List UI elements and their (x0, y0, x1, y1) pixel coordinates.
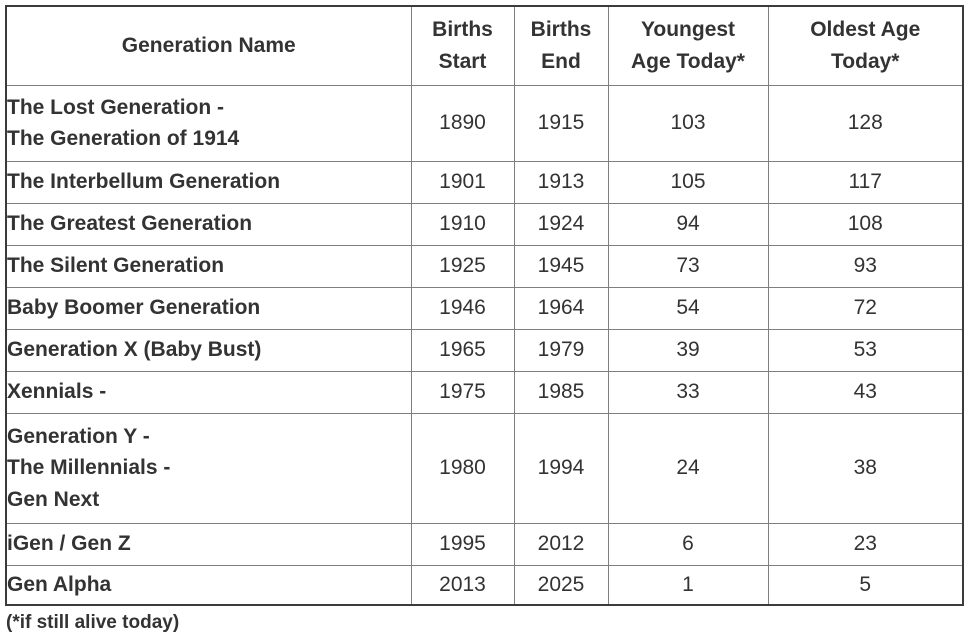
generation-name-cell: Xennials - (5, 370, 412, 414)
oldest-age-cell: 38 (767, 412, 964, 524)
youngest-age-cell: 54 (607, 286, 769, 330)
generation-name-cell: iGen / Gen Z (5, 522, 412, 566)
oldest-age-cell: 93 (767, 244, 964, 288)
births-start-cell: 1910 (410, 202, 515, 246)
births-start-cell: 1890 (410, 84, 515, 162)
col-header-generation-name: Generation Name (5, 5, 412, 86)
table-row: iGen / Gen Z 1995 2012 6 23 (5, 522, 964, 566)
births-start-cell: 1995 (410, 522, 515, 566)
table-row: The Lost Generation - The Generation of … (5, 84, 964, 162)
table-row: The Silent Generation 1925 1945 73 93 (5, 244, 964, 288)
births-end-cell: 1913 (513, 160, 609, 204)
generation-name-cell: Baby Boomer Generation (5, 286, 412, 330)
youngest-age-cell: 39 (607, 328, 769, 372)
youngest-age-cell: 6 (607, 522, 769, 566)
oldest-age-cell: 23 (767, 522, 964, 566)
oldest-age-cell: 108 (767, 202, 964, 246)
table-row: Xennials - 1975 1985 33 43 (5, 370, 964, 414)
oldest-age-cell: 128 (767, 84, 964, 162)
table-row: Generation Y - The Millennials - Gen Nex… (5, 412, 964, 524)
generations-table: Generation Name Births Start Births End … (5, 5, 964, 606)
table-row: The Greatest Generation 1910 1924 94 108 (5, 202, 964, 246)
oldest-age-cell: 53 (767, 328, 964, 372)
col-header-births-end: Births End (513, 5, 609, 86)
oldest-age-cell: 5 (767, 564, 964, 606)
births-end-cell: 1945 (513, 244, 609, 288)
youngest-age-cell: 103 (607, 84, 769, 162)
col-header-youngest-age: Youngest Age Today* (607, 5, 769, 86)
births-end-cell: 2012 (513, 522, 609, 566)
oldest-age-cell: 43 (767, 370, 964, 414)
col-header-births-start: Births Start (410, 5, 515, 86)
births-end-cell: 1994 (513, 412, 609, 524)
youngest-age-cell: 1 (607, 564, 769, 606)
generation-name-cell: Generation X (Baby Bust) (5, 328, 412, 372)
births-start-cell: 1901 (410, 160, 515, 204)
births-start-cell: 1975 (410, 370, 515, 414)
table-row: The Interbellum Generation 1901 1913 105… (5, 160, 964, 204)
generation-name-cell: The Lost Generation - The Generation of … (5, 84, 412, 162)
generation-name-cell: The Silent Generation (5, 244, 412, 288)
youngest-age-cell: 94 (607, 202, 769, 246)
oldest-age-cell: 117 (767, 160, 964, 204)
youngest-age-cell: 24 (607, 412, 769, 524)
generation-name-cell: Gen Alpha (5, 564, 412, 606)
table-row: Baby Boomer Generation 1946 1964 54 72 (5, 286, 964, 330)
births-end-cell: 1964 (513, 286, 609, 330)
generation-name-cell: Generation Y - The Millennials - Gen Nex… (5, 412, 412, 524)
header-row: Generation Name Births Start Births End … (5, 5, 964, 86)
births-end-cell: 1915 (513, 84, 609, 162)
table-row: Gen Alpha 2013 2025 1 5 (5, 564, 964, 606)
births-start-cell: 1946 (410, 286, 515, 330)
births-end-cell: 1985 (513, 370, 609, 414)
youngest-age-cell: 33 (607, 370, 769, 414)
births-start-cell: 2013 (410, 564, 515, 606)
births-end-cell: 1979 (513, 328, 609, 372)
generation-name-cell: The Greatest Generation (5, 202, 412, 246)
births-start-cell: 1965 (410, 328, 515, 372)
table-row: Generation X (Baby Bust) 1965 1979 39 53 (5, 328, 964, 372)
generation-name-cell: The Interbellum Generation (5, 160, 412, 204)
births-end-cell: 1924 (513, 202, 609, 246)
col-header-oldest-age: Oldest Age Today* (767, 5, 964, 86)
youngest-age-cell: 105 (607, 160, 769, 204)
oldest-age-cell: 72 (767, 286, 964, 330)
youngest-age-cell: 73 (607, 244, 769, 288)
births-start-cell: 1925 (410, 244, 515, 288)
births-start-cell: 1980 (410, 412, 515, 524)
footnote: (*if still alive today) (6, 612, 180, 633)
births-end-cell: 2025 (513, 564, 609, 606)
